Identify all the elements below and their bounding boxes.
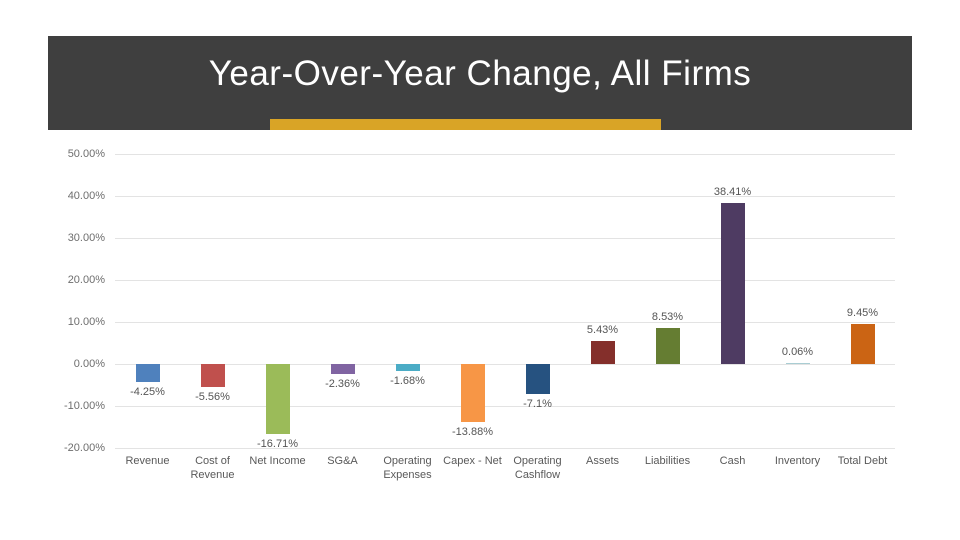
data-label: 0.06% — [781, 346, 814, 358]
gridline — [115, 195, 895, 197]
bar-inventory — [785, 363, 810, 364]
gridline — [115, 237, 895, 239]
x-tick-label: Cash — [719, 455, 746, 467]
page-title: Year-Over-Year Change, All Firms — [208, 54, 752, 93]
bar-cost-of-revenue — [200, 364, 225, 388]
gridline — [115, 279, 895, 281]
x-tick-label: Total Debt — [837, 455, 888, 467]
plot-area: -4.25% -5.56% -16.71% -2.36% -1.68% -13.88% -7… — [115, 153, 895, 451]
gridline — [115, 447, 895, 449]
data-label: -13.88% — [452, 426, 493, 439]
bar-total-debt — [850, 324, 875, 364]
bar-net-income — [265, 364, 290, 435]
data-label: 5.43% — [586, 324, 619, 337]
gridline — [115, 321, 895, 323]
data-label: -4.25% — [130, 385, 165, 398]
x-tick-label: Net Income — [249, 455, 306, 467]
yoy-bar-chart: 50.00% 40.00% 30.00% 20.00% 10.00% 0.00% -10.0… — [0, 130, 960, 540]
gridline — [115, 363, 895, 365]
bar-capex-net — [460, 364, 485, 423]
bar-liabilities — [655, 328, 680, 364]
x-tick-label: Revenue — [125, 455, 170, 467]
y-tick-label: 40.00% — [67, 190, 105, 202]
data-label: -1.68% — [390, 375, 425, 388]
gridline — [115, 405, 895, 407]
y-tick-label: 0.00% — [73, 358, 105, 370]
slide-header: Year-Over-Year Change, All Firms — [48, 36, 912, 130]
data-label: 8.53% — [651, 311, 684, 324]
y-tick-label: -20.00% — [64, 442, 105, 454]
x-tick-label: SG&A — [327, 455, 358, 467]
bar-sg-a — [330, 364, 355, 374]
bar-operating-expenses — [395, 364, 420, 372]
x-tick-label: Liabilities — [644, 455, 691, 467]
y-tick-label: 10.00% — [67, 316, 105, 328]
bar-revenue — [135, 364, 160, 382]
bar-assets — [590, 341, 615, 364]
data-label: -7.1% — [523, 397, 552, 410]
y-tick-label: 20.00% — [67, 274, 105, 286]
gridline — [115, 153, 895, 155]
title-accent-bar — [270, 119, 661, 130]
y-axis: 50.00% 40.00% 30.00% 20.00% 10.00% 0.00% -10.0… — [40, 148, 105, 454]
data-label: 38.41% — [713, 185, 752, 198]
data-label: -2.36% — [325, 377, 360, 390]
x-axis: Revenue Cost of Revenue Net Income SG&A Oper… — [115, 454, 895, 483]
data-label: -16.71% — [257, 438, 298, 451]
bar-operating-cashflow — [525, 364, 550, 394]
y-tick-label: 30.00% — [67, 232, 105, 244]
x-tick-label: Assets — [585, 455, 619, 467]
x-tick-label: Operating Cashflow — [513, 455, 562, 482]
data-label: -5.56% — [195, 391, 230, 404]
y-tick-label: -10.00% — [64, 400, 105, 412]
bar-cash — [720, 202, 745, 364]
x-tick-label: Cost of Revenue — [190, 455, 235, 482]
x-tick-label: Inventory — [774, 455, 821, 467]
x-tick-label: Capex - Net — [443, 455, 502, 467]
data-label: 9.45% — [846, 307, 879, 320]
x-tick-label: Operating Expenses — [383, 455, 432, 482]
y-tick-label: 50.00% — [67, 148, 105, 160]
